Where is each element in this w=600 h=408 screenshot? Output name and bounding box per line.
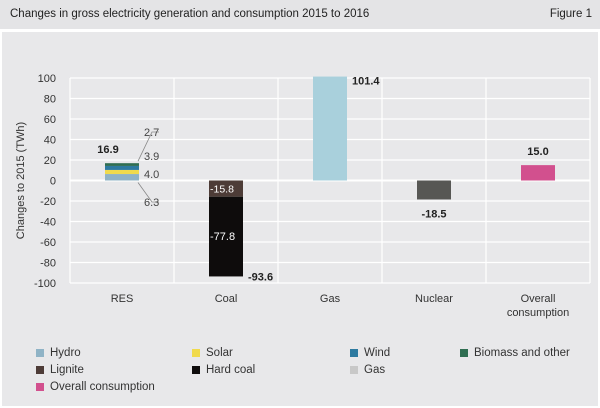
y-tick-label: 0 bbox=[50, 176, 56, 188]
leader-line bbox=[137, 131, 159, 162]
y-tick-label: -100 bbox=[34, 278, 56, 290]
legend-label: Lignite bbox=[50, 363, 84, 376]
legend-item: Lignite bbox=[36, 361, 155, 378]
legend-label: Solar bbox=[206, 346, 233, 359]
legend-item: Overall consumption bbox=[36, 378, 155, 395]
legend-item: Gas bbox=[350, 361, 390, 378]
x-tick-label: Nuclear bbox=[415, 293, 453, 305]
data-label-hard-coal: -77.8 bbox=[210, 231, 235, 243]
y-tick-label: 100 bbox=[38, 73, 56, 85]
legend-item: Biomass and other bbox=[460, 344, 570, 361]
bar-wind bbox=[105, 165, 139, 170]
bar-overall-consumption bbox=[521, 165, 555, 181]
data-label-lignite: -15.8 bbox=[210, 184, 234, 196]
legend-swatch bbox=[36, 348, 44, 357]
y-tick-label: -80 bbox=[40, 258, 56, 270]
total-label: -93.6 bbox=[248, 271, 273, 283]
data-label-biomass-and-other: 2.7 bbox=[144, 127, 159, 139]
x-tick-label: Gas bbox=[320, 293, 341, 305]
y-tick-label: -60 bbox=[40, 237, 56, 249]
legend-swatch bbox=[36, 365, 44, 374]
y-tick-label: 40 bbox=[44, 135, 56, 147]
x-tick-label: Overall bbox=[521, 293, 556, 305]
y-tick-label: -40 bbox=[40, 217, 56, 229]
legend-label: Hard coal bbox=[206, 363, 256, 376]
legend-label: Gas bbox=[364, 363, 386, 376]
total-label: -18.5 bbox=[421, 208, 446, 220]
legend-swatch bbox=[36, 382, 44, 391]
legend-column: Wind Gas bbox=[350, 344, 390, 378]
leader-line bbox=[137, 182, 159, 203]
legend-swatch bbox=[350, 365, 358, 374]
bar-hard-coal bbox=[209, 196, 243, 277]
chart-panel bbox=[2, 32, 598, 406]
total-label: 15.0 bbox=[527, 146, 548, 158]
bar-solar bbox=[105, 169, 139, 175]
total-label: 101.4 bbox=[352, 76, 380, 88]
bar-hydro bbox=[105, 174, 139, 181]
bar-biomass-and-other bbox=[105, 163, 139, 166]
legend-column: Solar Hard coal bbox=[192, 344, 255, 378]
y-tick-label: 80 bbox=[44, 94, 56, 106]
x-tick-label: Coal bbox=[215, 293, 238, 305]
bar-lignite bbox=[209, 180, 243, 197]
legend-label: Hydro bbox=[50, 346, 81, 359]
legend-column: Hydro Lignite Overall consumption bbox=[36, 344, 155, 395]
x-tick-label: RES bbox=[111, 293, 134, 305]
legend-column: Biomass and other bbox=[460, 344, 570, 361]
figure-number: Figure 1 bbox=[549, 8, 592, 20]
x-tick-label: consumption bbox=[507, 307, 569, 319]
data-label-hydro: 6.3 bbox=[144, 197, 159, 209]
legend-item: Hard coal bbox=[192, 361, 255, 378]
legend-swatch bbox=[460, 348, 468, 357]
legend-label: Overall consumption bbox=[50, 380, 155, 393]
legend-swatch bbox=[192, 348, 200, 357]
bar-nuclear bbox=[417, 180, 451, 200]
legend-item: Wind bbox=[350, 344, 390, 361]
y-tick-label: 60 bbox=[44, 114, 56, 126]
legend-label: Wind bbox=[364, 346, 391, 359]
y-tick-label: 20 bbox=[44, 155, 56, 167]
y-axis-label: Changes to 2015 (TWh) bbox=[15, 122, 27, 239]
chart-header: Changes in gross electricity generation … bbox=[0, 0, 600, 29]
y-tick-label: -20 bbox=[40, 196, 56, 208]
total-label: 16.9 bbox=[97, 144, 118, 156]
legend-label: Biomass and other bbox=[474, 346, 570, 359]
legend-item: Hydro bbox=[36, 344, 155, 361]
bar-gas bbox=[313, 76, 347, 181]
data-label-solar: 4.0 bbox=[144, 169, 159, 181]
data-label-wind: 3.9 bbox=[144, 151, 159, 163]
chart-title: Changes in gross electricity generation … bbox=[10, 8, 370, 20]
legend-item: Solar bbox=[192, 344, 255, 361]
legend-swatch bbox=[192, 365, 200, 374]
legend-swatch bbox=[350, 348, 358, 357]
